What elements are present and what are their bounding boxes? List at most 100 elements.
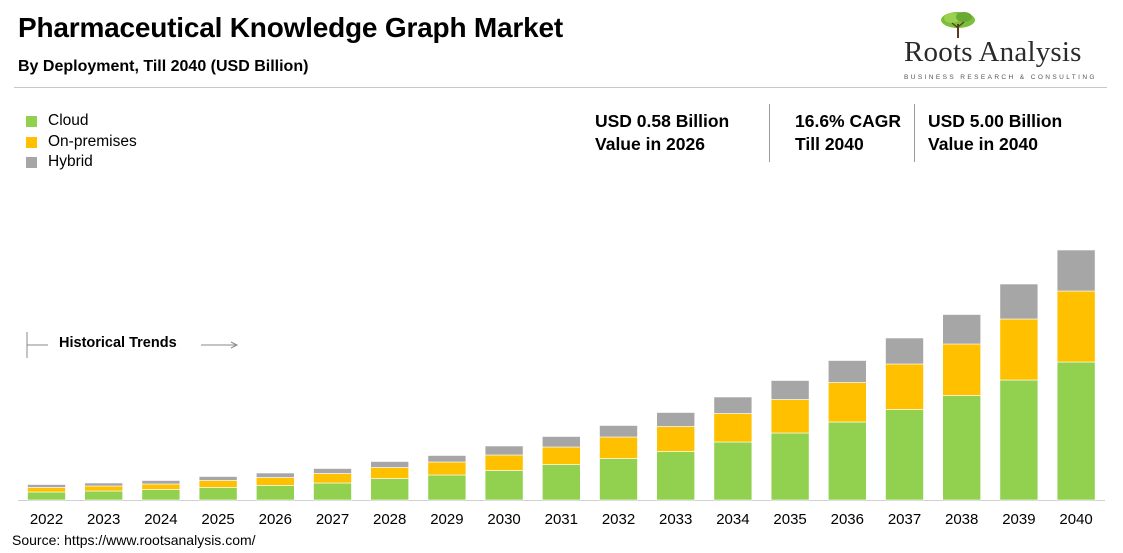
x-tick-label: 2022 bbox=[30, 511, 63, 528]
logo-tagline: BUSINESS RESEARCH & CONSULTING bbox=[904, 74, 1097, 81]
bar-cloud-2037 bbox=[885, 409, 924, 501]
bar-on-premises-2030 bbox=[484, 454, 524, 471]
bar-on-premises-2026 bbox=[255, 477, 295, 486]
legend-swatch-hybrid bbox=[26, 157, 37, 168]
bar-cloud-2026 bbox=[255, 485, 295, 501]
bar-hybrid-2024 bbox=[141, 480, 181, 485]
bar-on-premises-2035 bbox=[770, 399, 810, 434]
stat-value-2026: USD 0.58 Billion Value in 2026 bbox=[595, 110, 729, 156]
bar-on-premises-2040 bbox=[1056, 290, 1096, 363]
bar-cloud-2032 bbox=[599, 458, 638, 501]
legend-label-hybrid: Hybrid bbox=[48, 153, 93, 170]
x-tick-label: 2036 bbox=[831, 511, 864, 528]
bar-hybrid-2033 bbox=[656, 412, 696, 427]
x-tick-label: 2027 bbox=[316, 511, 349, 528]
x-tick-label: 2026 bbox=[259, 511, 292, 528]
stat-value-2040-line2: Value in 2040 bbox=[928, 134, 1038, 154]
stat-cagr-line1: 16.6% CAGR bbox=[795, 111, 902, 131]
bar-on-premises-2037 bbox=[885, 363, 924, 410]
stat-value-2040: USD 5.00 Billion Value in 2040 bbox=[928, 110, 1062, 156]
bar-cloud-2033 bbox=[656, 451, 696, 501]
x-tick-label: 2031 bbox=[545, 511, 578, 528]
x-tick-label: 2035 bbox=[773, 511, 806, 528]
bar-cloud-2029 bbox=[427, 474, 467, 501]
bar-on-premises-2038 bbox=[942, 343, 982, 396]
bar-hybrid-2037 bbox=[885, 337, 924, 365]
stat-divider bbox=[769, 104, 770, 162]
historical-trends-label: Historical Trends bbox=[59, 335, 177, 351]
bar-hybrid-2022 bbox=[27, 484, 66, 488]
bar-on-premises-2023 bbox=[84, 485, 123, 492]
bar-cloud-2030 bbox=[484, 470, 524, 501]
bar-on-premises-2031 bbox=[541, 446, 581, 465]
bar-hybrid-2028 bbox=[370, 461, 410, 468]
historical-trends-annotation: Historical Trends bbox=[26, 330, 246, 360]
x-tick-label: 2024 bbox=[144, 511, 177, 528]
chart-title: Pharmaceutical Knowledge Graph Market bbox=[18, 12, 563, 43]
x-tick-label: 2032 bbox=[602, 511, 635, 528]
bar-cloud-2022 bbox=[27, 491, 66, 501]
x-tick-label: 2025 bbox=[201, 511, 234, 528]
bar-hybrid-2030 bbox=[484, 445, 524, 456]
bar-hybrid-2027 bbox=[313, 468, 352, 474]
bar-hybrid-2034 bbox=[713, 396, 753, 414]
stat-value-2040-line1: USD 5.00 Billion bbox=[928, 111, 1063, 131]
chart-subtitle: By Deployment, Till 2040 (USD Billion) bbox=[18, 58, 309, 75]
bar-hybrid-2035 bbox=[770, 380, 810, 400]
bar-hybrid-2039 bbox=[999, 283, 1039, 320]
bar-on-premises-2034 bbox=[713, 413, 753, 443]
bar-on-premises-2029 bbox=[427, 461, 467, 476]
source-note: Source: https://www.rootsanalysis.com/ bbox=[12, 532, 256, 548]
bar-cloud-2035 bbox=[770, 432, 810, 501]
bar-cloud-2025 bbox=[198, 487, 238, 501]
x-tick-label: 2028 bbox=[373, 511, 406, 528]
stat-value-2026-line2: Value in 2026 bbox=[595, 134, 705, 154]
x-tick-label: 2030 bbox=[487, 511, 520, 528]
bar-cloud-2034 bbox=[713, 441, 753, 501]
legend-label-on-premises: On-premises bbox=[48, 132, 137, 150]
x-tick-label: 2023 bbox=[87, 511, 120, 528]
bar-cloud-2040 bbox=[1056, 361, 1096, 501]
bar-on-premises-2025 bbox=[198, 480, 238, 488]
stat-cagr-line2: Till 2040 bbox=[795, 134, 864, 154]
x-tick-label: 2037 bbox=[888, 511, 921, 528]
bar-cloud-2038 bbox=[942, 395, 982, 501]
bar-on-premises-2028 bbox=[370, 467, 410, 479]
bar-cloud-2024 bbox=[141, 489, 181, 501]
bar-hybrid-2036 bbox=[827, 360, 867, 383]
stat-divider bbox=[914, 104, 915, 162]
bar-hybrid-2031 bbox=[541, 436, 581, 448]
roots-analysis-logo: Roots Analysis BUSINESS RESEARCH & CONSU… bbox=[896, 8, 1108, 81]
stat-value-2026-line1: USD 0.58 Billion bbox=[595, 111, 730, 131]
bar-on-premises-2039 bbox=[999, 318, 1039, 381]
bar-hybrid-2029 bbox=[427, 455, 467, 463]
x-tick-label: 2040 bbox=[1059, 511, 1092, 528]
legend-swatch-cloud bbox=[26, 116, 37, 127]
bar-cloud-2027 bbox=[313, 482, 352, 501]
bar-cloud-2039 bbox=[999, 379, 1039, 501]
bar-on-premises-2036 bbox=[827, 382, 867, 423]
logo-name: Roots Analysis bbox=[904, 36, 1082, 68]
bar-hybrid-2026 bbox=[255, 472, 295, 478]
bar-on-premises-2022 bbox=[27, 487, 66, 493]
historical-trends-arrow bbox=[26, 332, 239, 358]
legend-swatch-on-premises bbox=[26, 136, 37, 148]
x-tick-label: 2039 bbox=[1002, 511, 1035, 528]
bar-on-premises-2024 bbox=[141, 483, 181, 490]
bar-cloud-2031 bbox=[541, 464, 581, 501]
bar-hybrid-2040 bbox=[1056, 249, 1096, 292]
tree-logo-icon bbox=[941, 12, 975, 38]
bar-hybrid-2023 bbox=[84, 482, 123, 487]
stat-cagr: 16.6% CAGR Till 2040 bbox=[795, 110, 901, 156]
x-tick-label: 2033 bbox=[659, 511, 692, 528]
legend-label-cloud: Cloud bbox=[48, 112, 89, 129]
bar-cloud-2023 bbox=[84, 490, 123, 501]
bar-hybrid-2038 bbox=[942, 314, 982, 345]
x-tick-label: 2038 bbox=[945, 511, 978, 528]
bar-cloud-2028 bbox=[370, 478, 410, 501]
bar-cloud-2036 bbox=[827, 421, 867, 501]
x-tick-label: 2029 bbox=[430, 511, 463, 528]
header-divider bbox=[14, 87, 1107, 88]
bar-on-premises-2032 bbox=[599, 436, 638, 459]
